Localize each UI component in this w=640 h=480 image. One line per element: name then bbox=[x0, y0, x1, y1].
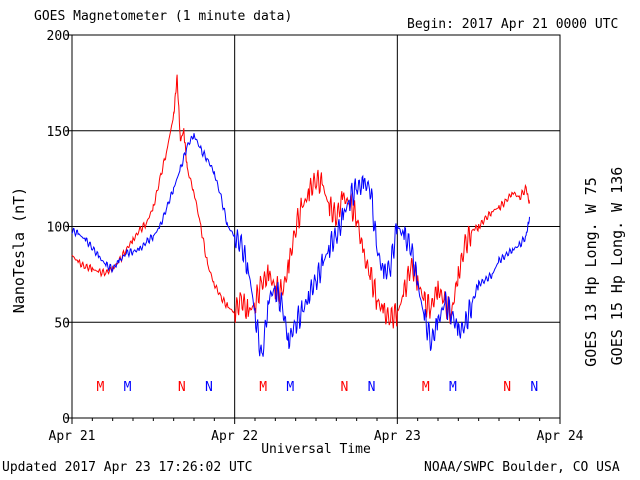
annotation-marker: M bbox=[449, 380, 457, 395]
x-tick-label: Apr 21 bbox=[49, 429, 96, 444]
annotation-marker: N bbox=[205, 380, 213, 395]
plot-area: 0 50 100 150 200 Apr 21 Apr 22 Apr 23 Apr 24 M M N N… bbox=[47, 29, 584, 444]
x-tick-label: Apr 23 bbox=[374, 429, 421, 444]
y-tick-label: 0 bbox=[62, 412, 70, 427]
annotation-marker: M bbox=[97, 380, 105, 395]
updated-label: Updated 2017 Apr 23 17:26:02 UTC bbox=[2, 460, 253, 475]
legend-goes15: GOES 15 Hp Long. W 136 bbox=[608, 167, 626, 366]
annotation-marker: M bbox=[422, 380, 430, 395]
annotation-marker: M bbox=[124, 380, 132, 395]
series-line-goes15 bbox=[71, 133, 530, 357]
begin-label: Begin: 2017 Apr 21 0000 UTC bbox=[407, 17, 619, 32]
annotation-marker: M bbox=[286, 380, 294, 395]
annotation-marker: N bbox=[178, 380, 186, 395]
annotation-marker: N bbox=[368, 380, 376, 395]
x-tick-label: Apr 22 bbox=[211, 429, 258, 444]
series-line-goes13 bbox=[71, 74, 530, 329]
annotation-marker: N bbox=[341, 380, 349, 395]
y-tick-label: 200 bbox=[47, 29, 70, 44]
annotation-marker: M bbox=[259, 380, 267, 395]
y-tick-label: 150 bbox=[47, 125, 70, 140]
y-tick-label: 50 bbox=[54, 316, 70, 331]
annotation-marker: N bbox=[530, 380, 538, 395]
x-axis-label: Universal Time bbox=[261, 442, 371, 457]
legend-goes13: GOES 13 Hp Long. W 75 bbox=[582, 177, 600, 367]
chart-title: GOES Magnetometer (1 minute data) bbox=[34, 9, 293, 24]
y-axis-label: NanoTesla (nT) bbox=[10, 187, 28, 313]
annotation-marker: N bbox=[503, 380, 511, 395]
x-tick-label: Apr 24 bbox=[537, 429, 584, 444]
source-label: NOAA/SWPC Boulder, CO USA bbox=[424, 460, 620, 475]
y-tick-label: 100 bbox=[47, 221, 70, 236]
